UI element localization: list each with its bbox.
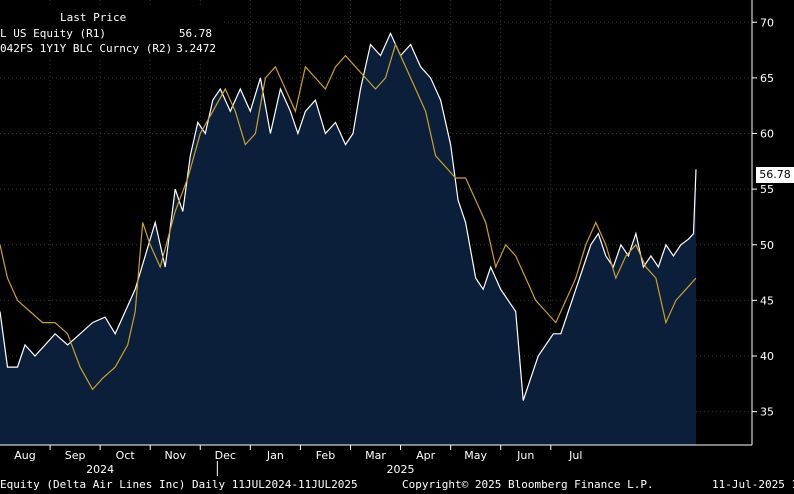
x-month-label: Oct	[116, 449, 136, 462]
x-month-label: Feb	[316, 449, 335, 462]
x-year-label: 2024	[86, 463, 114, 476]
y-tick-label: 70	[760, 16, 774, 29]
legend-equity-name: L US Equity (R1)	[0, 27, 106, 40]
y-tick-label: 60	[760, 128, 774, 141]
chart-footer: Equity (Delta Air Lines Inc) Daily 11JUL…	[0, 476, 794, 494]
chart-legend: Last Price L US Equity (R1) 56.78 042FS …	[0, 8, 222, 58]
legend-equity-value: 56.78	[178, 27, 212, 40]
y-axis-ticks: 35 40 45 50 55 60 65 70	[752, 16, 774, 419]
x-month-label: Nov	[165, 449, 187, 462]
x-month-label: May	[464, 449, 487, 462]
x-month-label: Aug	[14, 449, 35, 462]
x-month-label: Jul	[568, 449, 582, 462]
legend-curncy-value: 3.2472	[176, 42, 216, 55]
x-month-label: Jun	[516, 449, 534, 462]
legend-row-curncy: 042FS 1Y1Y BLC Curncy (R2) 3.2472	[0, 41, 220, 57]
y-tick-label: 50	[760, 239, 774, 252]
footer-date: 11-Jul-2025 1	[712, 478, 794, 491]
x-year-label: 2025	[387, 463, 415, 476]
curncy-series-line	[0, 42, 697, 391]
x-month-label: Jan	[266, 449, 284, 462]
y-tick-label: 55	[760, 183, 774, 196]
x-month-label: Mar	[365, 449, 386, 462]
x-month-label: Dec	[215, 449, 236, 462]
last-price-badge: 56.78	[756, 167, 794, 183]
y-tick-label: 40	[760, 350, 774, 363]
y-tick-label: 45	[760, 294, 774, 307]
x-month-label: Apr	[416, 449, 436, 462]
x-axis-ticks: Aug Sep Oct Nov Dec Jan Feb Mar Apr May Jun Jul 2024…	[14, 445, 582, 476]
footer-security: Equity (Delta Air Lines Inc) Daily 11JUL…	[0, 478, 358, 491]
legend-header: Last Price	[60, 11, 127, 24]
equity-series-area	[0, 33, 696, 446]
legend-curncy-name: 042FS 1Y1Y BLC Curncy (R2)	[0, 42, 173, 55]
footer-copyright: Copyright© 2025 Bloomberg Finance L.P.	[402, 478, 654, 491]
x-month-label: Sep	[65, 449, 86, 462]
y-tick-label: 35	[760, 406, 774, 419]
y-tick-label: 65	[760, 72, 774, 85]
legend-row-equity: L US Equity (R1) 56.78	[0, 26, 220, 42]
